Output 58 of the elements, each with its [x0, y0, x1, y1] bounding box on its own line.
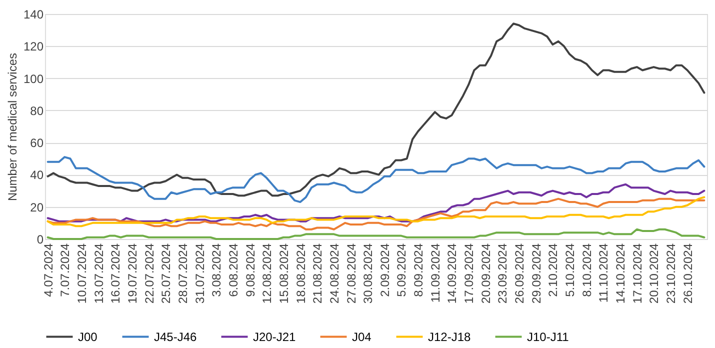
x-tick-label: 15.08.2024 — [276, 243, 291, 304]
x-tick-label: 24.08.2024 — [327, 243, 342, 304]
x-tick-label: 18.08.2024 — [294, 243, 308, 304]
x-tick-label: 26.10.2024 — [680, 243, 695, 304]
legend-label: J12-J18 — [428, 330, 472, 344]
legend-label: J10-J11 — [527, 330, 570, 344]
x-tick-label: 21.08.2024 — [310, 243, 325, 304]
x-tick-label: 20.10.2024 — [647, 243, 662, 304]
x-tick-label: 30.08.2024 — [361, 243, 376, 304]
legend-label: J00 — [78, 330, 98, 344]
x-tick-label: 5.09.2024 — [394, 243, 409, 297]
x-tick-label: 19.07.2024 — [125, 243, 140, 304]
x-tick-label: 9.08.2024 — [243, 243, 258, 297]
x-tick-label: 17.09.2024 — [462, 243, 476, 304]
x-tick-label: 6.08.2024 — [226, 243, 240, 297]
x-tick-label: 23.10.2024 — [664, 243, 678, 304]
x-tick-label: 20.09.2024 — [478, 243, 493, 304]
legend-label: J04 — [352, 330, 372, 344]
line-series — [46, 22, 706, 197]
x-tick-label: 12.08.2024 — [260, 243, 274, 304]
y-tick-label: 0 — [36, 232, 44, 246]
x-tick-label: 2.10.2024 — [546, 243, 560, 297]
x-tick-label: 13.07.2024 — [92, 243, 106, 304]
y-tick-label: 80 — [30, 104, 44, 118]
y-tick-label: 40 — [30, 168, 44, 182]
x-tick-label: 11.10.2024 — [596, 243, 611, 303]
x-tick-label: 16.07.2024 — [108, 243, 123, 304]
x-tick-label: 14.10.2024 — [614, 243, 628, 304]
y-tick-label: 120 — [23, 40, 44, 54]
line-series — [46, 183, 706, 222]
x-tick-label: 8.09.2024 — [412, 243, 426, 297]
line-series — [46, 228, 706, 240]
x-tick-label: 7.07.2024 — [58, 243, 72, 297]
legend-label: J45-J46 — [154, 330, 198, 344]
x-tick-label: 14.09.2024 — [445, 243, 460, 304]
x-tick-label: 31.07.2024 — [192, 243, 207, 304]
x-tick-label: 3.08.2024 — [210, 243, 224, 297]
x-tick-label: 4.07.2024 — [41, 243, 56, 297]
x-tick-label: 11.09.2024 — [428, 243, 442, 303]
x-tick-label: 23.09.2024 — [496, 243, 510, 304]
x-tick-label: 2.09.2024 — [378, 243, 392, 297]
x-tick-label: 25.07.2024 — [159, 243, 174, 304]
x-tick-label: 28.07.2024 — [176, 243, 190, 304]
x-tick-label: 17.10.2024 — [630, 243, 644, 304]
x-tick-label: 29.09.2024 — [529, 243, 544, 304]
x-tick-label: 5.10.2024 — [563, 243, 578, 297]
y-tick-label: 140 — [23, 8, 44, 22]
legend-label: J20-J21 — [253, 330, 296, 344]
y-tick-label: 100 — [23, 72, 44, 86]
x-tick-label: 26.09.2024 — [512, 243, 527, 304]
line-series — [46, 156, 706, 204]
x-tick-label: 27.08.2024 — [344, 243, 358, 304]
y-tick-label: 20 — [30, 200, 44, 214]
x-tick-label: 22.07.2024 — [142, 243, 156, 304]
x-tick-label: 10.07.2024 — [74, 243, 89, 304]
y-tick-label: 60 — [30, 136, 44, 150]
x-tick-label: 8.10.2024 — [580, 243, 594, 297]
y-axis-title: Number of medical services — [5, 52, 20, 202]
